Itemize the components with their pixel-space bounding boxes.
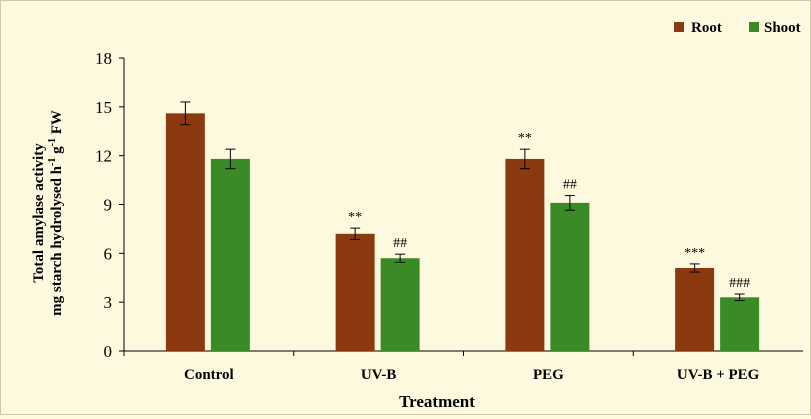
x-tick-label: Control — [184, 367, 234, 383]
significance-label: ** — [518, 131, 532, 146]
bar-shoot-uv-b-peg — [720, 297, 760, 351]
significance-label: ### — [729, 276, 750, 291]
bars: ** ## ** ## *** ### — [165, 101, 760, 351]
y-axis-title-line2: mg starch hydrolysed h-1 g-1 FW — [47, 110, 65, 316]
axes: 0 3 6 9 12 15 18 Control UV-B PEG UV-B + PEG — [95, 49, 803, 383]
bar-root-control — [165, 113, 205, 351]
legend-label-root: Root — [691, 20, 722, 36]
legend-label-shoot: Shoot — [764, 20, 801, 36]
bar-root-uv-b-peg — [675, 267, 715, 351]
y-tick-label: 3 — [104, 293, 113, 312]
significance-label: ## — [563, 178, 577, 193]
y-tick-label: 0 — [104, 342, 113, 361]
significance-label: *** — [684, 246, 705, 261]
bar-root-uv-b — [335, 233, 375, 351]
x-axis-title: Treatment — [399, 392, 475, 411]
legend-swatch-root — [674, 22, 684, 32]
bar-shoot-control — [210, 158, 250, 351]
bar-root-peg — [505, 158, 545, 351]
y-tick-label: 15 — [95, 98, 112, 117]
significance-label: ## — [393, 236, 407, 251]
y-axis-title: Total amylase activity mg starch hydroly… — [31, 110, 65, 316]
x-tick-label: UV-B — [361, 367, 397, 383]
significance-label: ** — [348, 210, 362, 225]
legend-swatch-shoot — [749, 22, 759, 32]
legend: Root Shoot — [674, 20, 801, 36]
x-tick-label: UV-B + PEG — [677, 367, 760, 383]
y-tick-label: 12 — [95, 147, 112, 166]
y-tick-label: 18 — [95, 49, 112, 68]
x-tick-label: PEG — [533, 367, 564, 383]
bar-shoot-uv-b — [380, 258, 420, 351]
bar-shoot-peg — [550, 202, 590, 351]
y-tick-label: 9 — [104, 196, 113, 215]
y-axis-title-line1: Total amylase activity — [31, 143, 47, 283]
y-tick-label: 6 — [104, 244, 113, 263]
